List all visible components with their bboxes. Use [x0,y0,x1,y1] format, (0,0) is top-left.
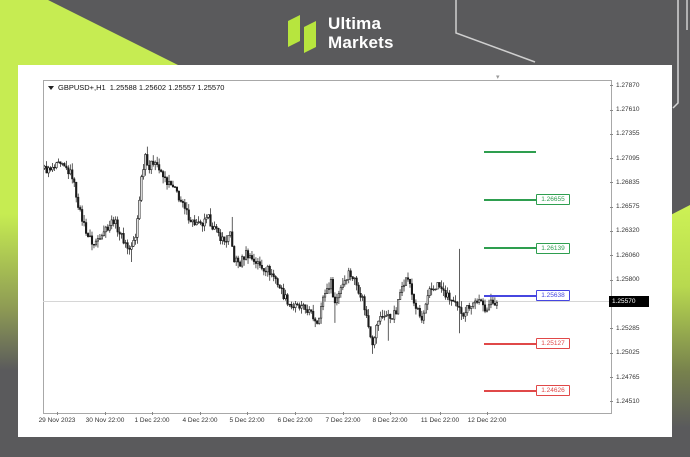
time-axis-label: 6 Dec 22:00 [277,417,313,424]
time-axis-tick [200,412,201,415]
level-line[interactable] [484,198,536,201]
bid-price-line [43,301,610,303]
price-axis-tick [610,206,613,208]
price-axis-label: 1.27095 [616,154,640,162]
level-price-label[interactable]: 1.25127 [536,338,570,350]
price-axis-tick [610,279,613,281]
ultima-markets-logo: Ultima Markets [286,11,394,55]
chart-symbol-timeframe: GBPUSD+,H1 [58,83,106,92]
level-line[interactable] [484,294,536,297]
scroll-anchor-icon[interactable]: ▾ [496,74,500,81]
plot-area[interactable] [43,80,612,414]
time-axis-tick [440,412,441,415]
time-axis-label: 29 Nov 2023 [38,417,76,424]
logo-text: Ultima Markets [328,14,394,52]
dropdown-arrow-icon[interactable] [48,85,54,90]
chart-panel: GBPUSD+,H1 1.25588 1.25602 1.25557 1.255… [18,65,672,437]
price-axis-tick [610,255,613,257]
logo-mark-icon [288,15,316,53]
price-axis-label: 1.27870 [616,81,640,89]
level-price-label[interactable]: 1.26139 [536,242,570,254]
price-axis-label: 1.26575 [616,203,640,211]
time-axis-tick [343,412,344,415]
current-price-badge: 1.25570 [609,296,649,308]
corner-green-shape [0,0,178,65]
price-axis-label: 1.24510 [616,397,640,405]
time-axis-tick [105,412,106,415]
time-axis-tick [247,412,248,415]
price-axis-tick [610,85,613,87]
price-axis-label: 1.25800 [616,276,640,284]
level-price-label[interactable]: 1.24626 [536,385,570,397]
price-axis-label: 1.27610 [616,106,640,114]
price-axis-tick [610,182,613,184]
candlesticks[interactable] [44,81,610,412]
price-axis-label: 1.25025 [616,349,640,357]
price-axis-tick [610,377,613,379]
time-axis-label: 7 Dec 22:00 [325,417,361,424]
time-axis-label: 5 Dec 22:00 [229,417,265,424]
chart-ohlc-values: 1.25588 1.25602 1.25557 1.25570 [109,83,225,92]
time-axis-tick [295,412,296,415]
price-axis-tick [610,158,613,160]
level-line[interactable] [484,247,536,250]
left-green-stripe [0,65,18,457]
level-price-label[interactable]: 1.25638 [536,290,570,302]
time-axis-label: 1 Dec 22:00 [134,417,170,424]
price-axis-label: 1.27355 [616,130,640,138]
price-axis-label: 1.26320 [616,227,640,235]
time-axis-label: 11 Dec 22:00 [420,417,460,424]
price-axis-tick [610,109,613,111]
time-axis-label: 4 Dec 22:00 [182,417,218,424]
right-green-stripe [672,205,690,437]
time-axis-tick [57,412,58,415]
level-line[interactable] [484,389,536,392]
time-axis-tick [487,412,488,415]
price-axis-tick [610,401,613,403]
price-axis-label: 1.25285 [616,324,640,332]
price-axis-label: 1.26835 [616,178,640,186]
price-axis-tick [610,133,613,135]
time-axis-label: 30 Nov 22:00 [85,417,125,424]
logo-line1: Ultima [328,14,382,33]
time-axis-label: 8 Dec 22:00 [372,417,408,424]
logo-line2: Markets [328,33,394,52]
chart-title[interactable]: GBPUSD+,H1 1.25588 1.25602 1.25557 1.255… [48,83,224,92]
time-axis-label: 12 Dec 22:00 [467,417,507,424]
price-axis-tick [610,352,613,354]
level-price-label[interactable]: 1.26655 [536,194,570,206]
price-axis-tick [610,230,613,232]
level-line[interactable] [484,150,536,153]
time-axis-tick [390,412,391,415]
price-axis-tick [610,328,613,330]
time-axis-tick [152,412,153,415]
price-axis-label: 1.24765 [616,373,640,381]
level-line[interactable] [484,342,536,345]
price-axis-label: 1.26060 [616,251,640,259]
